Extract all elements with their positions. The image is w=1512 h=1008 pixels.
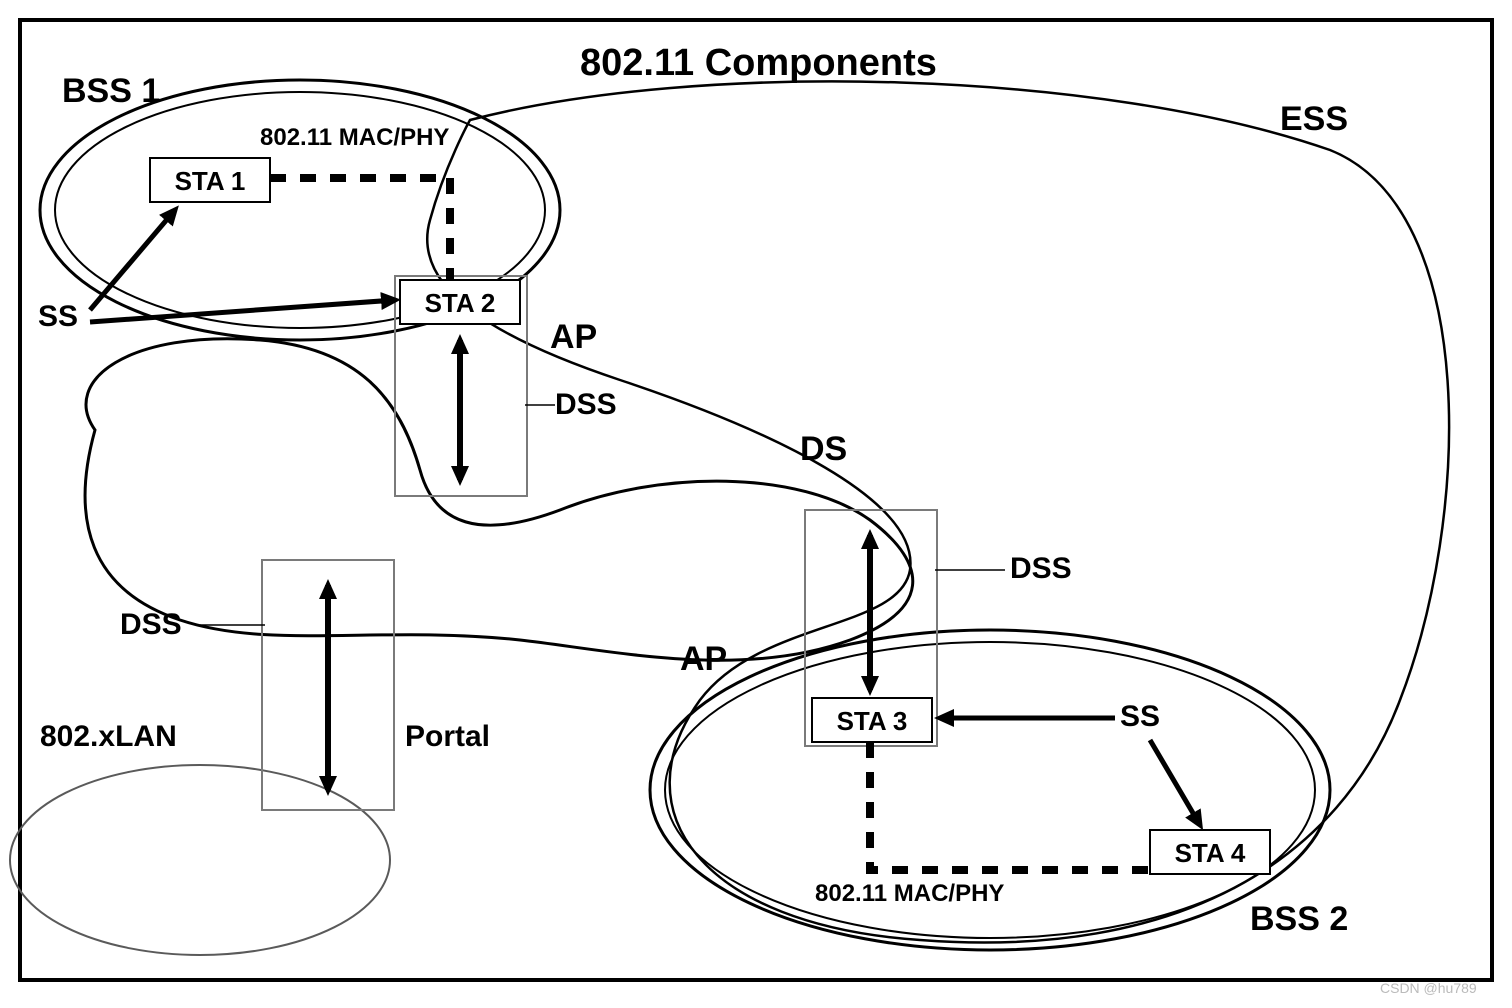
sta1-text: STA 1 (175, 166, 246, 196)
diagram-title: 802.11 Components (580, 42, 937, 85)
macphy-dash-1 (270, 178, 450, 280)
label-ess: ESS (1280, 100, 1348, 139)
sta4-text: STA 4 (1175, 838, 1246, 868)
label-ss2: SS (1120, 700, 1160, 734)
sta2-text: STA 2 (425, 288, 496, 318)
label-ap1: AP (550, 318, 597, 357)
macphy-dash-2 (870, 742, 1150, 870)
label-ds: DS (800, 430, 847, 469)
ds-blob (85, 339, 913, 661)
label-dss2: DSS (1010, 552, 1072, 586)
sta3-text: STA 3 (837, 706, 908, 736)
label-dss1: DSS (555, 388, 617, 422)
diagram-802-11-components: STA 1 STA 2 STA 3 STA 4 802.11 Component… (0, 0, 1512, 1008)
label-bss2: BSS 2 (1250, 900, 1348, 939)
label-macphy2: 802.11 MAC/PHY (815, 880, 1004, 908)
label-ss1: SS (38, 300, 78, 334)
diagram-svg: STA 1 STA 2 STA 3 STA 4 (0, 0, 1512, 1008)
arrow-ss2-sta4 (1150, 740, 1200, 825)
label-portal: Portal (405, 720, 490, 754)
label-dss3: DSS (120, 608, 182, 642)
label-macphy1: 802.11 MAC/PHY (260, 124, 449, 152)
watermark: CSDN @hu789 (1380, 980, 1477, 996)
label-xlan: 802.xLAN (40, 720, 177, 754)
label-ap2: AP (680, 640, 727, 679)
arrow-ss-sta1 (90, 210, 175, 310)
xlan-ellipse (10, 765, 390, 955)
ess-blob (427, 81, 1449, 942)
label-bss1: BSS 1 (62, 72, 160, 111)
